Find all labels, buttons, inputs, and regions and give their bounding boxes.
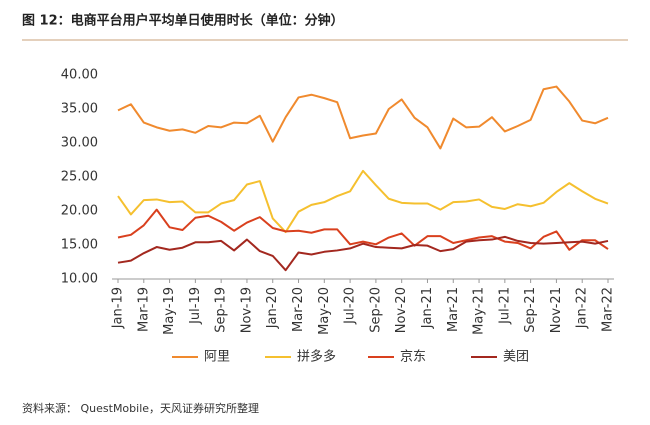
y-tick-label: 15.00 [61,238,98,253]
x-tick-label: Mar-21 [446,287,461,332]
x-tick-label: Sep-20 [368,287,383,333]
legend-label: 美团 [503,350,529,365]
x-tick-label: Jul-21 [497,287,512,325]
legend-label: 阿里 [204,350,230,365]
source-note: 资料来源： QuestMobile，天风证券研究所整理 [22,401,259,415]
x-tick-label: Jan-21 [420,287,435,329]
x-tick-label: Jul-20 [343,287,358,325]
x-tick-label: Jan-19 [111,287,126,329]
chart-title: 图 12：电商平台用户平均单日使用时长（单位：分钟） [22,13,344,29]
y-tick-label: 20.00 [61,204,98,219]
x-tick-label: Jan-20 [265,287,280,329]
x-tick-label: May-19 [162,287,177,335]
y-tick-label: 30.00 [61,136,98,151]
x-tick-label: Jul-19 [188,287,203,325]
series-line [117,208,609,251]
y-tick-label: 35.00 [61,102,98,117]
x-tick-label: Nov-20 [394,287,409,333]
x-tick-label: May-21 [472,287,487,335]
y-tick-label: 40.00 [61,68,98,83]
x-tick-label: Nov-21 [549,287,564,333]
x-tick-label: Sep-21 [523,287,538,333]
x-tick-label: Jan-22 [575,287,590,329]
series-line [117,235,609,272]
x-tick-label: Sep-19 [214,287,229,333]
legend-label: 拼多多 [297,349,336,365]
x-tick-label: May-20 [317,287,332,335]
series-line [117,169,609,234]
series-line [117,85,609,150]
x-tick-label: Mar-22 [601,287,616,332]
x-tick-label: Mar-20 [291,287,306,332]
x-tick-label: Nov-19 [239,287,254,333]
y-tick-label: 10.00 [61,272,98,287]
legend-label: 京东 [400,350,426,365]
y-tick-label: 25.00 [61,170,98,185]
x-tick-label: Mar-19 [136,287,151,332]
